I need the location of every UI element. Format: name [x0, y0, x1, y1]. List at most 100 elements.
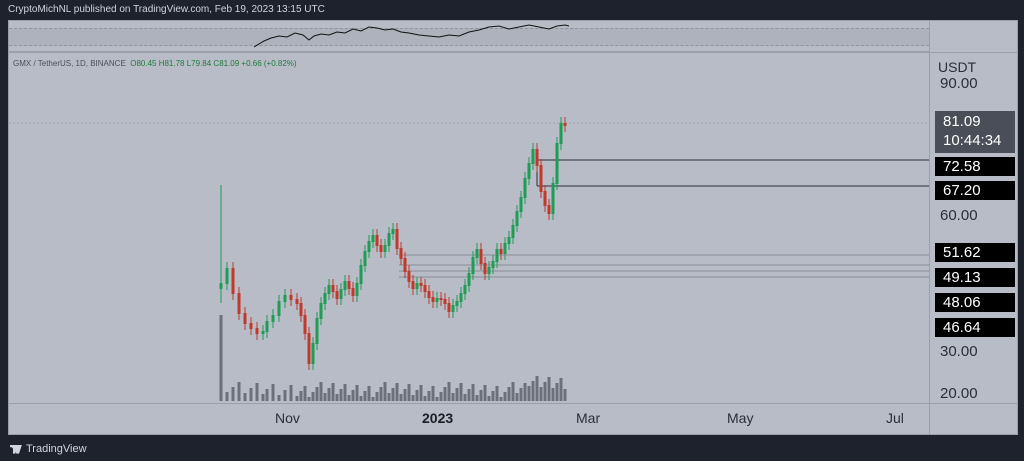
candle-body [407, 271, 411, 282]
publish-header: CryptoMichNL published on TradingView.co… [0, 0, 1024, 20]
price-axis[interactable]: USDT 90.00 81.09 10:44:34 72.58 67.20 60… [929, 52, 1018, 404]
candle-body [439, 298, 443, 300]
candle-body [535, 149, 539, 166]
candle-body [351, 288, 355, 296]
candle-body [543, 191, 547, 206]
candle-body [311, 343, 315, 364]
candle-body [539, 165, 543, 192]
candle-body [283, 295, 287, 302]
volume-bar [249, 388, 253, 401]
candle-body [507, 237, 511, 244]
candle-body [225, 268, 229, 284]
rsi-panel[interactable] [8, 20, 930, 52]
volume-bar [237, 382, 241, 401]
tick-label: 30.00 [940, 343, 978, 360]
volume-bar [261, 394, 265, 401]
price-chart [9, 117, 929, 401]
volume-bar [559, 378, 563, 401]
volume-bar [511, 382, 515, 401]
volume-bar [363, 391, 367, 401]
symbol-legend: GMX / TetherUS, 1D, BINANCE O80.45 H81.7… [13, 59, 297, 68]
candle-body [547, 205, 551, 214]
volume-bar [463, 394, 467, 401]
volume-bar [427, 391, 431, 401]
candle-body [447, 303, 451, 312]
rsi-line [253, 24, 570, 48]
volume-bar [255, 383, 259, 401]
candle-body [559, 123, 563, 144]
volume-bar [435, 397, 439, 401]
rsi-band [9, 28, 929, 46]
volume-bar [283, 390, 287, 401]
volume-bar [403, 389, 407, 401]
volume-bar [343, 384, 347, 401]
candle-body [499, 249, 503, 254]
candle-body [463, 285, 467, 294]
tradingview-icon [10, 444, 22, 454]
candle-body [331, 285, 335, 292]
level-label: 48.06 [935, 293, 1015, 312]
current-price-label: 81.09 10:44:34 [935, 111, 1015, 153]
volume-bar [487, 396, 491, 401]
volume-bar [515, 393, 519, 401]
volume-bar [503, 392, 507, 401]
candle-body [399, 248, 403, 259]
volume-bar [535, 376, 539, 401]
candle-body [527, 163, 531, 179]
candle-body [515, 211, 519, 226]
volume-bar [471, 384, 475, 401]
volume-bar [347, 395, 351, 401]
candle-body [261, 331, 265, 334]
candle-body [415, 283, 419, 289]
time-axis[interactable]: Nov 2023 Mar May Jul [8, 403, 930, 435]
candle-body [443, 299, 447, 304]
candle-body [249, 323, 253, 329]
time-label: Nov [275, 410, 300, 426]
candle-body [315, 318, 319, 344]
tradingview-logo[interactable]: TradingView [10, 443, 87, 455]
candle-body [323, 293, 327, 304]
candle-body [363, 251, 367, 266]
volume-bar [265, 389, 269, 401]
volume-bar [563, 389, 567, 401]
volume-bar [443, 387, 447, 401]
volume-bar [295, 396, 299, 401]
candle-body [243, 313, 247, 324]
volume-bars [219, 315, 567, 401]
time-label: Jul [886, 410, 904, 426]
candle-body [531, 149, 535, 164]
chart-area[interactable]: GMX / TetherUS, 1D, BINANCE O80.45 H81.7… [8, 52, 930, 404]
candle-body [555, 143, 559, 184]
candle-body [523, 178, 527, 198]
candle-body [343, 281, 347, 290]
candle-body [347, 281, 351, 289]
candle-body [307, 333, 311, 364]
volume-bar [547, 377, 551, 401]
candle-body [371, 235, 375, 242]
volume-bar [555, 383, 559, 401]
volume-bar [327, 388, 331, 401]
volume-bar [419, 385, 423, 401]
volume-bar [383, 382, 387, 401]
candle-body [483, 263, 487, 274]
volume-bar [483, 385, 487, 401]
brand-name: TradingView [26, 443, 87, 455]
volume-bar [303, 386, 307, 401]
candle-body [255, 328, 259, 334]
candle-body [511, 225, 515, 238]
candle-body [359, 265, 363, 284]
candle-body [491, 261, 495, 268]
time-label: May [727, 410, 754, 426]
volume-bar [467, 389, 471, 401]
volume-bar [407, 384, 411, 401]
candle-body [411, 281, 415, 289]
candle-body [487, 267, 491, 274]
volume-bar [495, 386, 499, 401]
candle-body [467, 273, 471, 286]
volume-bar [299, 391, 303, 401]
volume-bar [507, 387, 511, 401]
volume-bar [459, 383, 463, 401]
candle-body [335, 291, 339, 299]
volume-bar [531, 381, 535, 401]
volume-bar [359, 396, 363, 401]
